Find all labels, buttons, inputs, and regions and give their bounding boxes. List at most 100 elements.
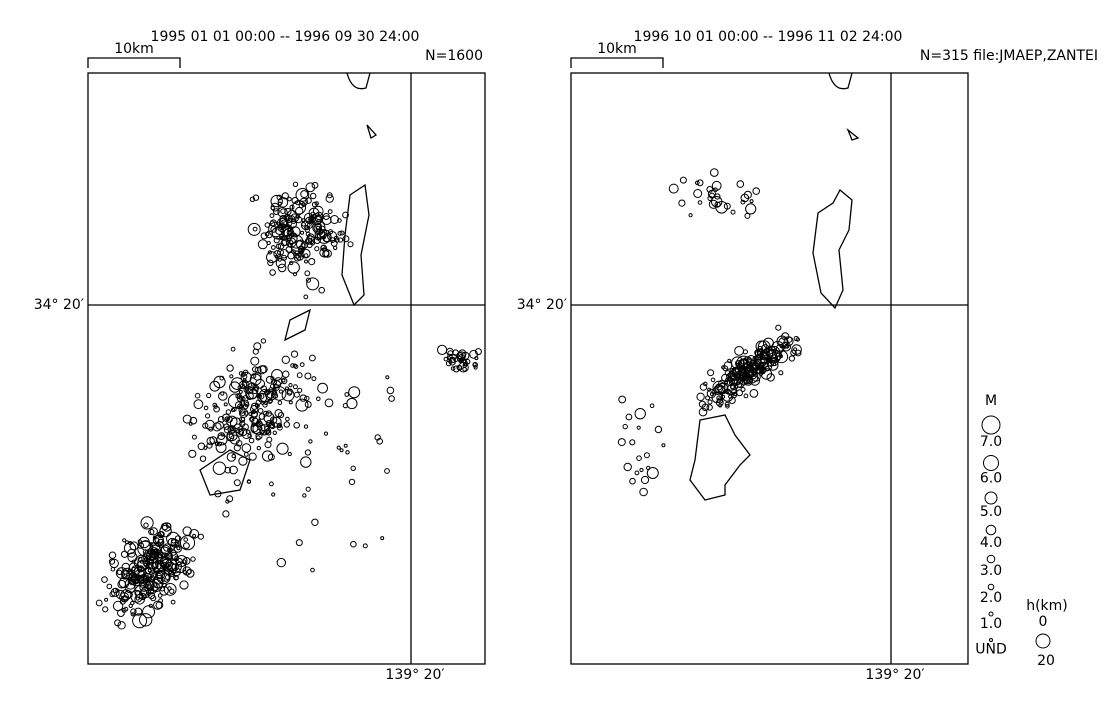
event-symbol bbox=[267, 250, 272, 255]
event-symbol bbox=[646, 467, 659, 479]
event-symbol bbox=[304, 449, 311, 456]
event-symbol bbox=[256, 418, 261, 423]
event-symbol bbox=[707, 399, 713, 405]
event-symbol bbox=[316, 396, 321, 402]
event-symbol bbox=[732, 376, 741, 386]
event-symbol bbox=[149, 579, 163, 592]
event-symbol bbox=[238, 427, 248, 437]
event-symbol bbox=[289, 204, 295, 210]
event-symbol bbox=[138, 580, 147, 588]
event-symbol bbox=[715, 201, 728, 214]
event-symbol bbox=[179, 535, 196, 551]
event-symbol bbox=[139, 613, 153, 627]
event-symbol bbox=[791, 344, 802, 355]
event-symbol bbox=[295, 398, 309, 412]
event-symbol bbox=[191, 434, 197, 440]
event-symbol bbox=[199, 455, 207, 462]
event-symbol bbox=[748, 368, 754, 374]
event-symbol bbox=[149, 527, 158, 536]
legend-symbol bbox=[981, 415, 1001, 435]
event-symbol bbox=[197, 533, 204, 540]
event-symbol bbox=[117, 621, 126, 630]
event-symbol bbox=[744, 212, 751, 219]
event-symbol bbox=[252, 194, 260, 201]
event-symbol bbox=[270, 194, 283, 208]
event-symbol bbox=[132, 613, 148, 629]
event-symbol bbox=[462, 367, 467, 372]
event-symbol bbox=[243, 411, 249, 416]
event-symbol bbox=[138, 536, 150, 549]
event-symbol bbox=[276, 442, 289, 455]
event-symbol bbox=[342, 211, 349, 219]
depth-label: 0 bbox=[1039, 614, 1048, 630]
event-symbol bbox=[727, 358, 732, 363]
event-symbol bbox=[209, 380, 221, 392]
event-symbol bbox=[270, 202, 280, 212]
event-symbol bbox=[754, 348, 765, 359]
event-symbol bbox=[208, 426, 214, 432]
event-symbol bbox=[698, 407, 708, 417]
event-symbol bbox=[142, 552, 151, 561]
event-symbol bbox=[759, 369, 765, 374]
event-symbol bbox=[262, 402, 268, 408]
event-symbol bbox=[258, 388, 273, 403]
event-symbol bbox=[148, 528, 155, 536]
event-symbol bbox=[458, 358, 463, 363]
event-symbol bbox=[190, 556, 196, 562]
event-symbol bbox=[261, 450, 274, 462]
event-symbol bbox=[622, 423, 628, 430]
event-symbol bbox=[233, 444, 241, 452]
event-symbol bbox=[706, 388, 717, 399]
event-symbol bbox=[229, 374, 234, 379]
event-symbol bbox=[325, 194, 334, 203]
event-symbol bbox=[678, 199, 686, 207]
event-symbol bbox=[277, 263, 287, 273]
event-symbol bbox=[248, 452, 257, 461]
event-symbol bbox=[305, 277, 311, 283]
event-symbol bbox=[304, 372, 312, 380]
event-symbol bbox=[350, 465, 356, 471]
event-symbol bbox=[277, 400, 283, 406]
event-symbol bbox=[794, 349, 802, 357]
event-symbol bbox=[764, 365, 770, 372]
event-symbol bbox=[318, 229, 328, 238]
event-symbol bbox=[240, 417, 246, 422]
event-symbol bbox=[237, 385, 242, 390]
event-symbol bbox=[263, 410, 269, 417]
event-symbol bbox=[273, 384, 280, 391]
event-symbol bbox=[710, 168, 719, 177]
event-symbol bbox=[312, 220, 326, 235]
event-symbol bbox=[279, 235, 284, 241]
event-symbol bbox=[233, 479, 241, 487]
event-symbol bbox=[724, 401, 730, 407]
event-symbol bbox=[265, 410, 272, 417]
event-symbol bbox=[255, 378, 266, 389]
event-symbol bbox=[308, 207, 320, 219]
event-symbol bbox=[348, 386, 361, 399]
event-symbol bbox=[708, 199, 719, 209]
event-symbol bbox=[696, 392, 705, 401]
event-symbol bbox=[322, 247, 327, 252]
event-symbol bbox=[257, 425, 263, 431]
event-symbol bbox=[152, 537, 160, 545]
longitude-label: 139° 20′ bbox=[385, 667, 444, 683]
magnitude-label: 4.0 bbox=[980, 535, 1002, 551]
panel-left: 1995 01 01 00:00 -- 1996 09 30 24:00 10k… bbox=[34, 29, 486, 683]
event-symbol bbox=[323, 249, 332, 258]
event-symbol bbox=[649, 403, 655, 409]
event-symbol bbox=[634, 470, 640, 476]
legend-symbol bbox=[985, 524, 997, 536]
event-symbol bbox=[135, 590, 141, 596]
event-symbol bbox=[247, 479, 251, 484]
event-symbol bbox=[290, 350, 299, 358]
event-symbol bbox=[336, 445, 341, 450]
event-symbol bbox=[117, 609, 125, 617]
event-symbol bbox=[153, 600, 163, 610]
event-symbol bbox=[157, 593, 163, 598]
event-symbol bbox=[278, 223, 285, 230]
event-symbol bbox=[344, 392, 350, 397]
event-symbol bbox=[314, 233, 322, 241]
event-symbol bbox=[182, 569, 187, 575]
event-symbol bbox=[388, 395, 395, 402]
event-symbol bbox=[124, 578, 137, 590]
